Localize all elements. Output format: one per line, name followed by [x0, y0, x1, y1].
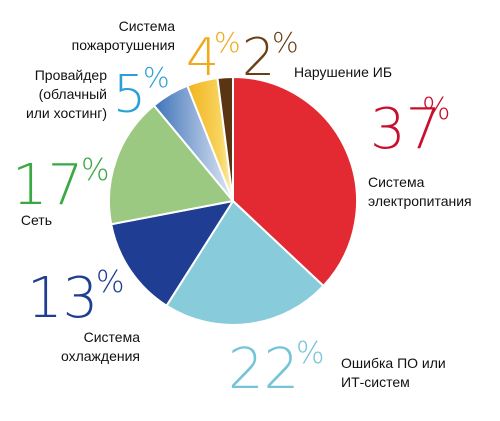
slice-label-line: ИТ-систем: [341, 374, 410, 390]
slice-percent-value-6: 2: [242, 28, 275, 88]
slice-label-0: Система электропитания: [368, 174, 472, 209]
slice-percent-sign-4: %: [143, 61, 170, 94]
pie-slice-6: [216, 76, 234, 202]
slice-label-3: Сеть: [21, 212, 52, 228]
slice-percent-value-3: 17: [12, 153, 83, 218]
slice-percent-value-4: 5: [113, 65, 146, 125]
slice-percent-sign-6: %: [272, 26, 299, 59]
slice-label-line: Система: [119, 18, 176, 34]
pie-slice-1: [165, 200, 325, 326]
slice-percent-sign-1: %: [296, 336, 325, 371]
pie-slice-3: [108, 104, 234, 226]
pie-slice-0: [232, 76, 358, 287]
slice-percent-value-0: 37: [370, 97, 441, 162]
slice-percent-sign-0: %: [422, 92, 451, 127]
slice-percent-sign-3: %: [81, 153, 110, 188]
slice-label-6: Нарушение ИБ: [294, 64, 392, 80]
slice-label-2: Система охлаждения: [61, 329, 140, 364]
slice-label-line: Нарушение ИБ: [294, 64, 392, 80]
slice-label-line: или хостинг): [26, 105, 107, 121]
slice-label-line: Ошибка ПО или: [341, 355, 446, 371]
slice-label-line: Система: [84, 329, 141, 345]
slice-label-line: Система: [368, 174, 425, 190]
slice-label-4: Провайдер (облачный или хостинг): [26, 67, 107, 121]
slice-percent-sign-5: %: [214, 26, 241, 59]
slice-label-5: Система пожаротушения: [72, 18, 176, 53]
slice-label-line: электропитания: [368, 193, 472, 209]
slice-label-line: пожаротушения: [72, 37, 175, 53]
slice-percent-value-1: 22: [228, 337, 299, 402]
slice-percent-value-5: 4: [186, 28, 219, 88]
slice-label-line: (облачный: [39, 86, 107, 102]
slice-label-line: Провайдер: [35, 67, 107, 83]
slice-label-line: охлаждения: [61, 348, 140, 364]
pie-slice-2: [110, 200, 234, 307]
slice-label-line: Сеть: [21, 212, 52, 228]
slice-percent-value-2: 13: [27, 266, 98, 331]
slice-label-1: Ошибка ПО или ИТ-систем: [341, 355, 446, 390]
slice-percent-sign-2: %: [96, 265, 125, 300]
